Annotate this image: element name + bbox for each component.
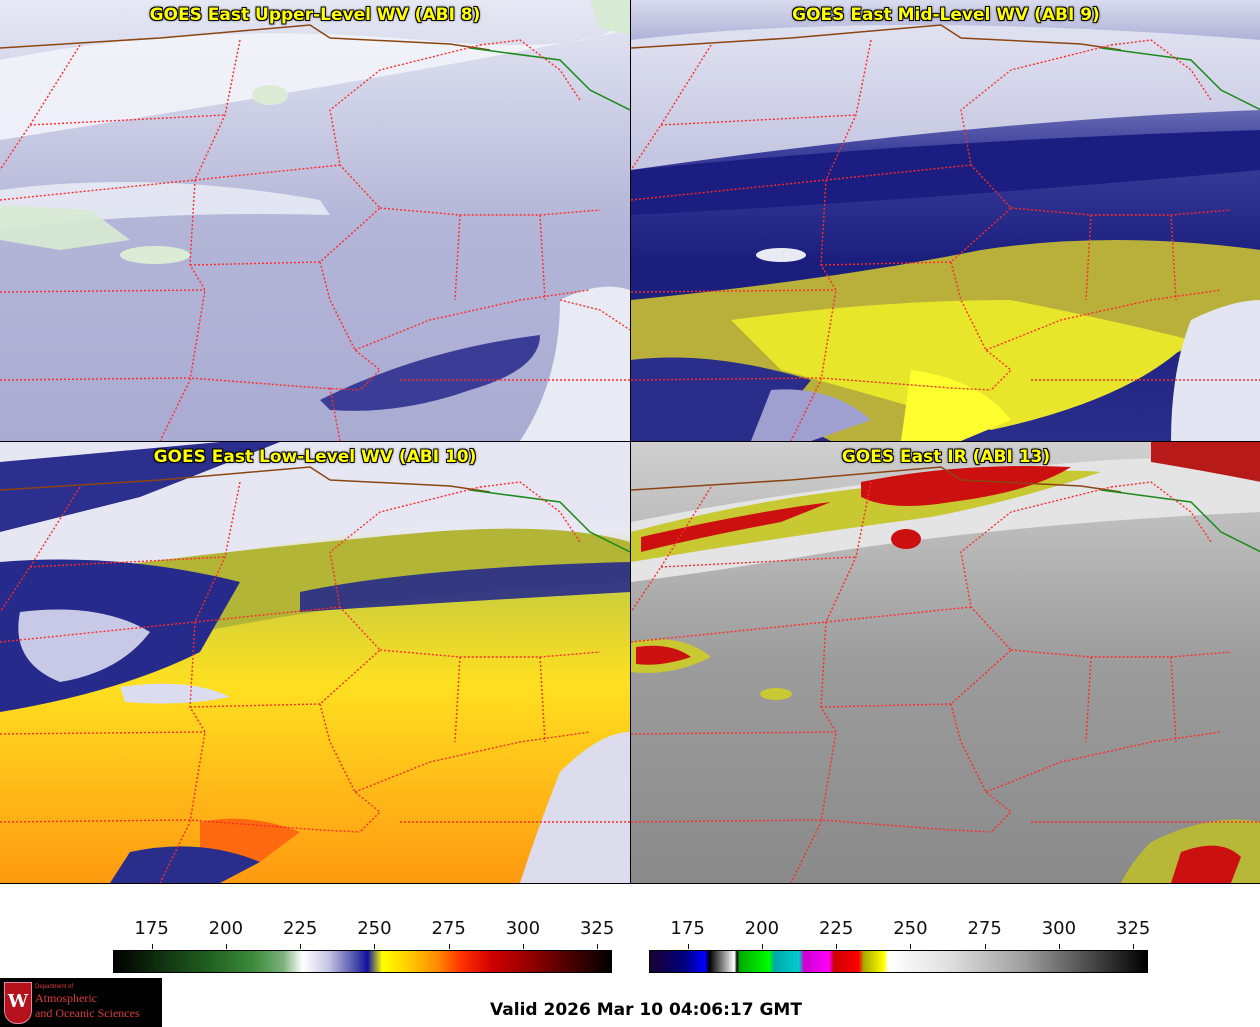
wv-tick-mark	[225, 944, 227, 949]
panel-title: GOES East Upper-Level WV (ABI 8)	[149, 5, 481, 25]
panel-low-level-wv: GOES East Low-Level WV (ABI 10)	[0, 442, 630, 883]
ir-colorbar: 175 200 225 250 275 300 325	[649, 918, 1151, 974]
logo-line2: and Oceanic Sciences	[35, 1006, 140, 1020]
ir-image	[631, 442, 1260, 883]
ir-tick-mark	[1133, 944, 1135, 949]
wv-colorbar-strip	[113, 950, 612, 973]
panel-title: GOES East IR (ABI 13)	[841, 447, 1051, 467]
aos-logo: W Department of Atmospheric and Oceanic …	[0, 978, 162, 1027]
wv-tick-mark	[522, 944, 524, 949]
wv-colorbar: 175 200 225 250 275 300 325	[113, 918, 615, 974]
wv-tick-mark	[448, 944, 450, 949]
ir-tick-mark	[761, 944, 763, 949]
wv-tick-label: 225	[282, 918, 318, 939]
ir-tick-label: 325	[1115, 918, 1151, 939]
ir-tick-mark	[984, 944, 986, 949]
panel-upper-level-wv: GOES East Upper-Level WV (ABI 8)	[0, 0, 630, 441]
logo-department: Department of	[35, 984, 74, 990]
logo-line1: Atmospheric	[35, 991, 97, 1005]
upper-level-wv-image	[0, 0, 630, 441]
panel-divider-horizontal	[0, 441, 1260, 442]
ir-tick-label: 175	[670, 918, 705, 939]
ir-tick-mark	[1058, 944, 1060, 949]
panel-bottom-border	[0, 883, 1260, 884]
ir-tick-label: 225	[818, 918, 854, 939]
wv-tick-label: 200	[208, 918, 244, 939]
panel-mid-level-wv: GOES East Mid-Level WV (ABI 9)	[631, 0, 1260, 441]
ir-tick-mark	[910, 944, 912, 949]
mid-level-wv-image	[631, 0, 1260, 441]
wv-tick-label: 250	[357, 918, 392, 939]
wv-tick-mark	[374, 944, 376, 949]
panel-ir: GOES East IR (ABI 13)	[631, 442, 1260, 883]
wv-tick-mark	[597, 944, 599, 949]
ir-tick-mark	[687, 944, 689, 949]
wv-tick-label: 325	[579, 918, 615, 939]
low-level-wv-image	[0, 442, 630, 883]
uw-crest-icon: W	[4, 982, 32, 1024]
wv-tick-mark	[300, 944, 302, 949]
valid-time: Valid 2026 Mar 10 04:06:17 GMT	[490, 1000, 802, 1020]
wv-tick-label: 300	[505, 918, 541, 939]
ir-colorbar-ticks: 175 200 225 250 275 300 325	[649, 918, 1151, 949]
ir-tick-label: 300	[1041, 918, 1077, 939]
panel-title: GOES East Mid-Level WV (ABI 9)	[792, 5, 1100, 25]
ir-tick-label: 250	[893, 918, 928, 939]
ir-tick-mark	[836, 944, 838, 949]
wv-tick-label: 275	[431, 918, 466, 939]
ir-tick-label: 200	[744, 918, 780, 939]
wv-tick-label: 175	[134, 918, 169, 939]
wv-tick-mark	[151, 944, 153, 949]
ir-tick-label: 275	[967, 918, 1002, 939]
ir-colorbar-strip	[649, 950, 1148, 973]
wv-colorbar-ticks: 175 200 225 250 275 300 325	[113, 918, 615, 949]
panel-title: GOES East Low-Level WV (ABI 10)	[153, 447, 477, 467]
